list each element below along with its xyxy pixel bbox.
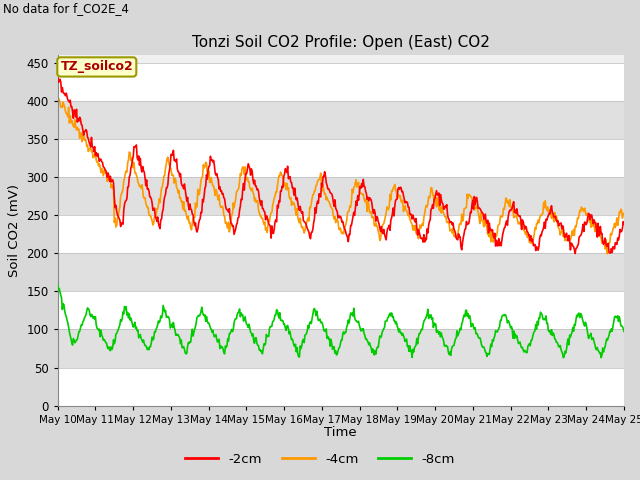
Bar [58, 329, 624, 368]
Bar [58, 253, 624, 291]
Bar [58, 139, 624, 177]
Text: No data for f_CO2E_4: No data for f_CO2E_4 [3, 2, 129, 15]
Title: Tonzi Soil CO2 Profile: Open (East) CO2: Tonzi Soil CO2 Profile: Open (East) CO2 [192, 35, 490, 50]
Bar [58, 177, 624, 215]
Bar [58, 215, 624, 253]
Legend: -2cm, -4cm, -8cm: -2cm, -4cm, -8cm [179, 447, 461, 471]
Bar [58, 368, 624, 406]
Y-axis label: Soil CO2 (mV): Soil CO2 (mV) [8, 184, 20, 277]
Bar [58, 291, 624, 329]
Bar [58, 63, 624, 101]
Bar [58, 101, 624, 139]
X-axis label: Time: Time [324, 426, 357, 439]
Text: TZ_soilco2: TZ_soilco2 [60, 60, 133, 73]
